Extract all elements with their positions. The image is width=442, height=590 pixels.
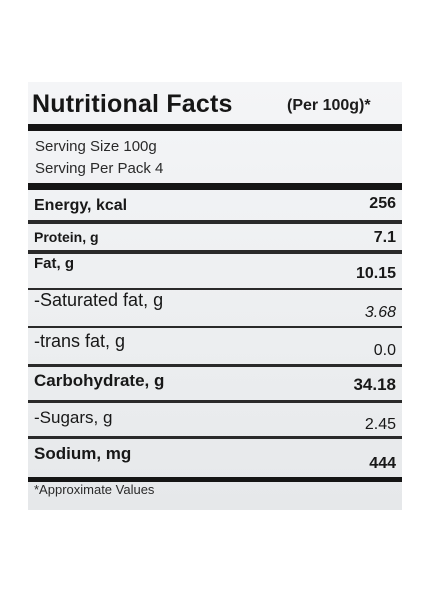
- nutrient-name: Protein, g: [34, 229, 99, 245]
- nutrient-name: -Saturated fat, g: [34, 290, 164, 310]
- label-title: Nutritional Facts: [32, 90, 233, 118]
- divider: [28, 326, 402, 328]
- nutrient-name: Fat, g: [34, 255, 74, 272]
- nutrient-value: 7.1: [373, 229, 396, 246]
- nutrient-value: 2.45: [364, 416, 396, 433]
- nutrient-name: Sodium, mg: [34, 444, 132, 463]
- divider-thick: [28, 183, 402, 190]
- divider: [28, 250, 402, 254]
- nutrient-value: 10.15: [355, 265, 396, 282]
- nutrient-value: 444: [369, 455, 396, 472]
- nutrient-value: 3.68: [364, 304, 396, 321]
- nutrient-value: 256: [369, 195, 396, 212]
- footnote: *Approximate Values: [34, 482, 155, 497]
- nutrient-name: Carbohydrate, g: [34, 371, 165, 390]
- divider: [28, 400, 402, 403]
- divider: [28, 436, 402, 439]
- serving-per-pack: Serving Per Pack 4: [35, 160, 164, 177]
- divider: [28, 220, 402, 224]
- label-title-suffix: (Per 100g)*: [287, 97, 371, 114]
- nutrient-name: Energy, kcal: [34, 197, 128, 214]
- serving-size: Serving Size 100g: [35, 138, 157, 155]
- nutrient-value: 34.18: [353, 375, 396, 394]
- divider-thick: [28, 477, 402, 482]
- nutrient-value: 0.0: [373, 342, 396, 359]
- divider: [28, 288, 402, 290]
- nutrient-name: -trans fat, g: [34, 331, 126, 351]
- nutrition-facts-label: Nutritional Facts (Per 100g)* Serving Si…: [28, 82, 402, 510]
- title-row: Nutritional Facts (Per 100g)*: [28, 88, 402, 122]
- divider: [28, 364, 402, 367]
- divider-thick: [28, 124, 402, 131]
- nutrient-name: -Sugars, g: [34, 408, 113, 427]
